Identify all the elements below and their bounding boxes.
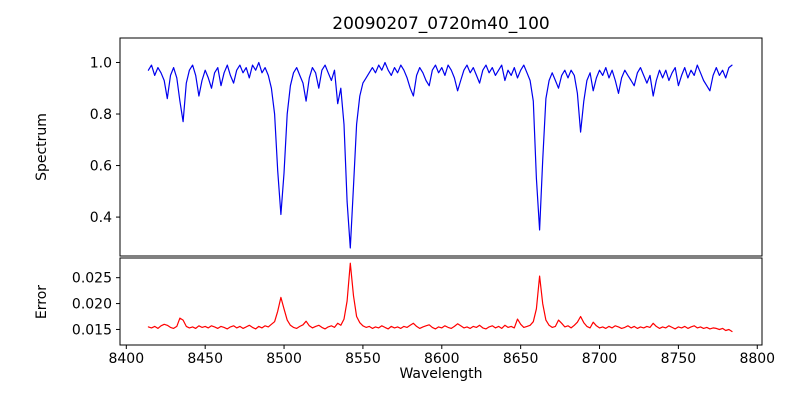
- y-tick-label: 0.015: [72, 322, 112, 338]
- spectrum-line: [147, 61, 733, 249]
- y-tick-label: 0.8: [90, 107, 112, 123]
- spectrum-plot-area: 1.0 0.8 0.6 0.4: [90, 37, 763, 257]
- x-tick-label: 8800: [739, 351, 775, 367]
- x-tick-label: 8550: [345, 351, 381, 367]
- axes-spines: [119, 37, 763, 257]
- chart-title: 20090207_0720m40_100: [332, 14, 549, 34]
- y-tick-label: 0.025: [72, 271, 112, 287]
- x-axis-label: Wavelength: [399, 366, 482, 382]
- x-tick-label: 8450: [187, 351, 223, 367]
- x-tick-label: 8750: [661, 351, 697, 367]
- error-y-axis-label: Error: [34, 285, 50, 319]
- axes-spines: [119, 257, 763, 346]
- error-plot-area: 0.025 0.020 0.015 8400 8450 8500 8550 8600 8650 8…: [72, 257, 775, 367]
- x-tick-label: 8600: [424, 351, 460, 367]
- spectrum-y-axis-label: Spectrum: [34, 113, 50, 181]
- y-tick-label: 0.020: [72, 297, 112, 313]
- x-tick-label: 8400: [108, 351, 144, 367]
- y-tick-label: 0.4: [90, 210, 112, 226]
- x-tick-label: 8700: [582, 351, 618, 367]
- x-tick-label: 8500: [266, 351, 302, 367]
- error-line: [147, 262, 733, 333]
- y-tick-label: 1.0: [90, 55, 112, 71]
- y-tick-label: 0.6: [90, 159, 112, 175]
- x-tick-label: 8650: [503, 351, 539, 367]
